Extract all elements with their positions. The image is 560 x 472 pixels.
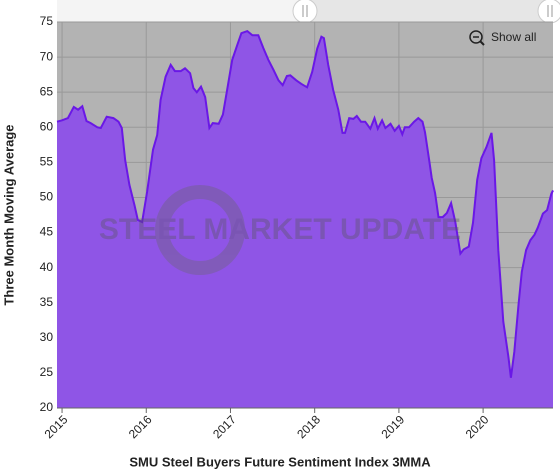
y-tick-label: 20 (40, 400, 54, 414)
y-tick-label: 25 (40, 365, 54, 379)
x-tick-label: 2020 (463, 412, 492, 441)
y-axis-label: Three Month Moving Average (1, 124, 16, 305)
y-tick-label: 70 (40, 49, 54, 63)
y-tick-label: 40 (40, 260, 54, 274)
zoom-icon-handle (479, 40, 485, 46)
y-tick-label: 65 (40, 84, 54, 98)
area (57, 31, 553, 408)
y-tick-label: 30 (40, 330, 54, 344)
show-all-button[interactable]: Show all (469, 30, 536, 46)
y-tick-label: 45 (40, 225, 54, 239)
watermark-logo (155, 185, 245, 275)
y-tick-label: 55 (40, 155, 54, 169)
x-tick-label: 2018 (294, 412, 323, 441)
y-tick-label: 60 (40, 119, 54, 133)
zoom-icon (469, 30, 483, 44)
navigator-handle[interactable] (537, 0, 560, 24)
x-tick-label: 2016 (126, 412, 155, 441)
marks (56, 29, 554, 408)
y-tick-label: 50 (40, 190, 54, 204)
navigator-handle[interactable] (292, 0, 318, 24)
watermark-group: STEEL MARKET UPDATE (99, 185, 461, 275)
watermark: STEEL MARKET UPDATE (99, 213, 461, 246)
x-axis-label: SMU Steel Buyers Future Sentiment Index … (129, 454, 431, 469)
y-tick-label: 35 (40, 295, 54, 309)
y-tick-label: 75 (40, 14, 54, 28)
navigator-mask (57, 0, 305, 22)
line (56, 29, 554, 378)
x-tick-label: 2019 (378, 412, 407, 441)
x-tick-label: 2017 (210, 412, 239, 441)
x-tick-label: 2015 (42, 412, 71, 441)
show-all-label[interactable]: Show all (491, 30, 536, 44)
